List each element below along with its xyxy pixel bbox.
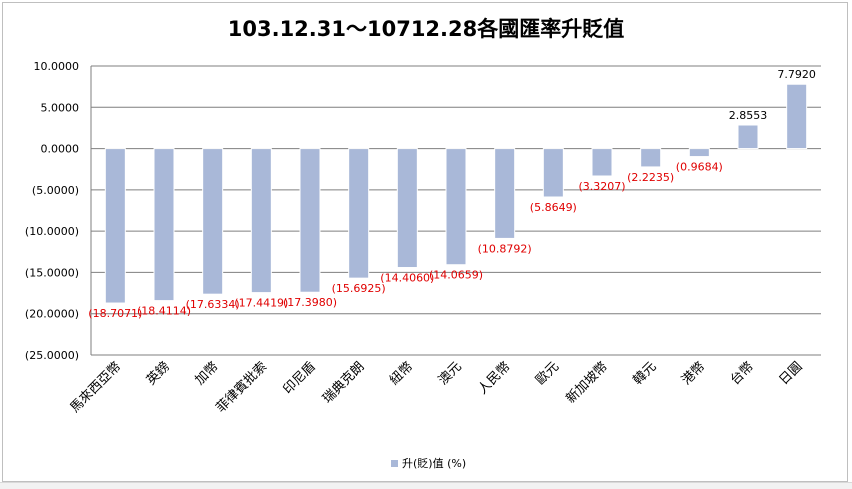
x-tick-label: 加幣 [192,359,221,388]
data-label: (2.2235) [627,171,674,184]
x-tick-label: 菲律賓批索 [213,359,270,416]
x-tick-label: 歐元 [533,359,562,388]
x-tick-label: 紐幣 [387,359,416,388]
x-tick-label: 新加坡幣 [563,359,611,407]
data-label: (17.3980) [283,296,337,309]
y-tick-label: 0.0000 [41,143,80,156]
x-tick-label: 馬來西亞幣 [68,359,125,416]
x-tick-label: 瑞典克朗 [320,359,367,406]
y-tick-label: (10.0000) [25,225,79,238]
data-label: 7.7920 [777,68,816,81]
data-label: (0.9684) [676,161,723,174]
data-label: (18.7071) [88,307,142,320]
x-tick-label: 英鎊 [143,359,173,389]
x-tick-label: 港幣 [679,359,708,388]
chart-plot: 10.0000 5.0000 0.0000 (5.0000) (10.0000) (15.… [25,60,821,416]
legend: 升(貶)值 (%) [391,455,466,471]
y-tick-label: 10.0000 [34,60,80,73]
y-tick-label: (5.0000) [32,184,79,197]
legend-swatch [391,459,398,467]
bar [737,124,759,150]
data-label: (14.4060) [380,272,434,285]
x-tick-label: 台幣 [728,359,757,388]
legend-label: 升(貶)值 (%) [402,457,467,470]
chart-frame: 103.12.31～10712.28各國匯率升貶值 10.0000 5.0000 0… [2,2,848,482]
data-label: (14.0659) [429,269,483,282]
data-label: 2.8553 [729,109,768,122]
bar [202,148,224,295]
data-label: (3.3207) [578,180,625,193]
y-tick-label: (25.0000) [25,349,79,362]
x-tick-label: 韓元 [630,359,659,388]
bar [104,148,126,304]
bar [786,83,808,150]
data-label: (17.6334) [186,298,240,311]
bar [299,148,321,293]
data-label: (15.6925) [332,282,386,295]
x-tick-label: 日圓 [776,359,805,388]
x-tick-label: 澳元 [435,359,465,389]
x-tick-label: 人民幣 [475,359,513,397]
y-tick-label: 5.0000 [41,101,80,114]
bar [250,148,272,294]
bar [153,148,175,302]
chart-title: 103.12.31～10712.28各國匯率升貶值 [227,17,625,41]
bar [542,148,564,198]
data-label: (18.4114) [137,305,191,318]
bar [688,148,710,158]
data-label: (5.8649) [530,201,577,214]
y-tick-label: (20.0000) [25,308,79,321]
bar [445,148,467,266]
x-tick-label: 印尼盾 [281,359,319,397]
bar [396,148,418,269]
bar [348,148,370,279]
data-label: (10.8792) [478,242,532,255]
data-label: (17.4419) [234,297,288,310]
bottom-strip [0,482,852,489]
bar [494,148,516,239]
y-tick-label: (15.0000) [25,266,79,279]
bar [591,148,613,177]
bar [640,148,662,168]
